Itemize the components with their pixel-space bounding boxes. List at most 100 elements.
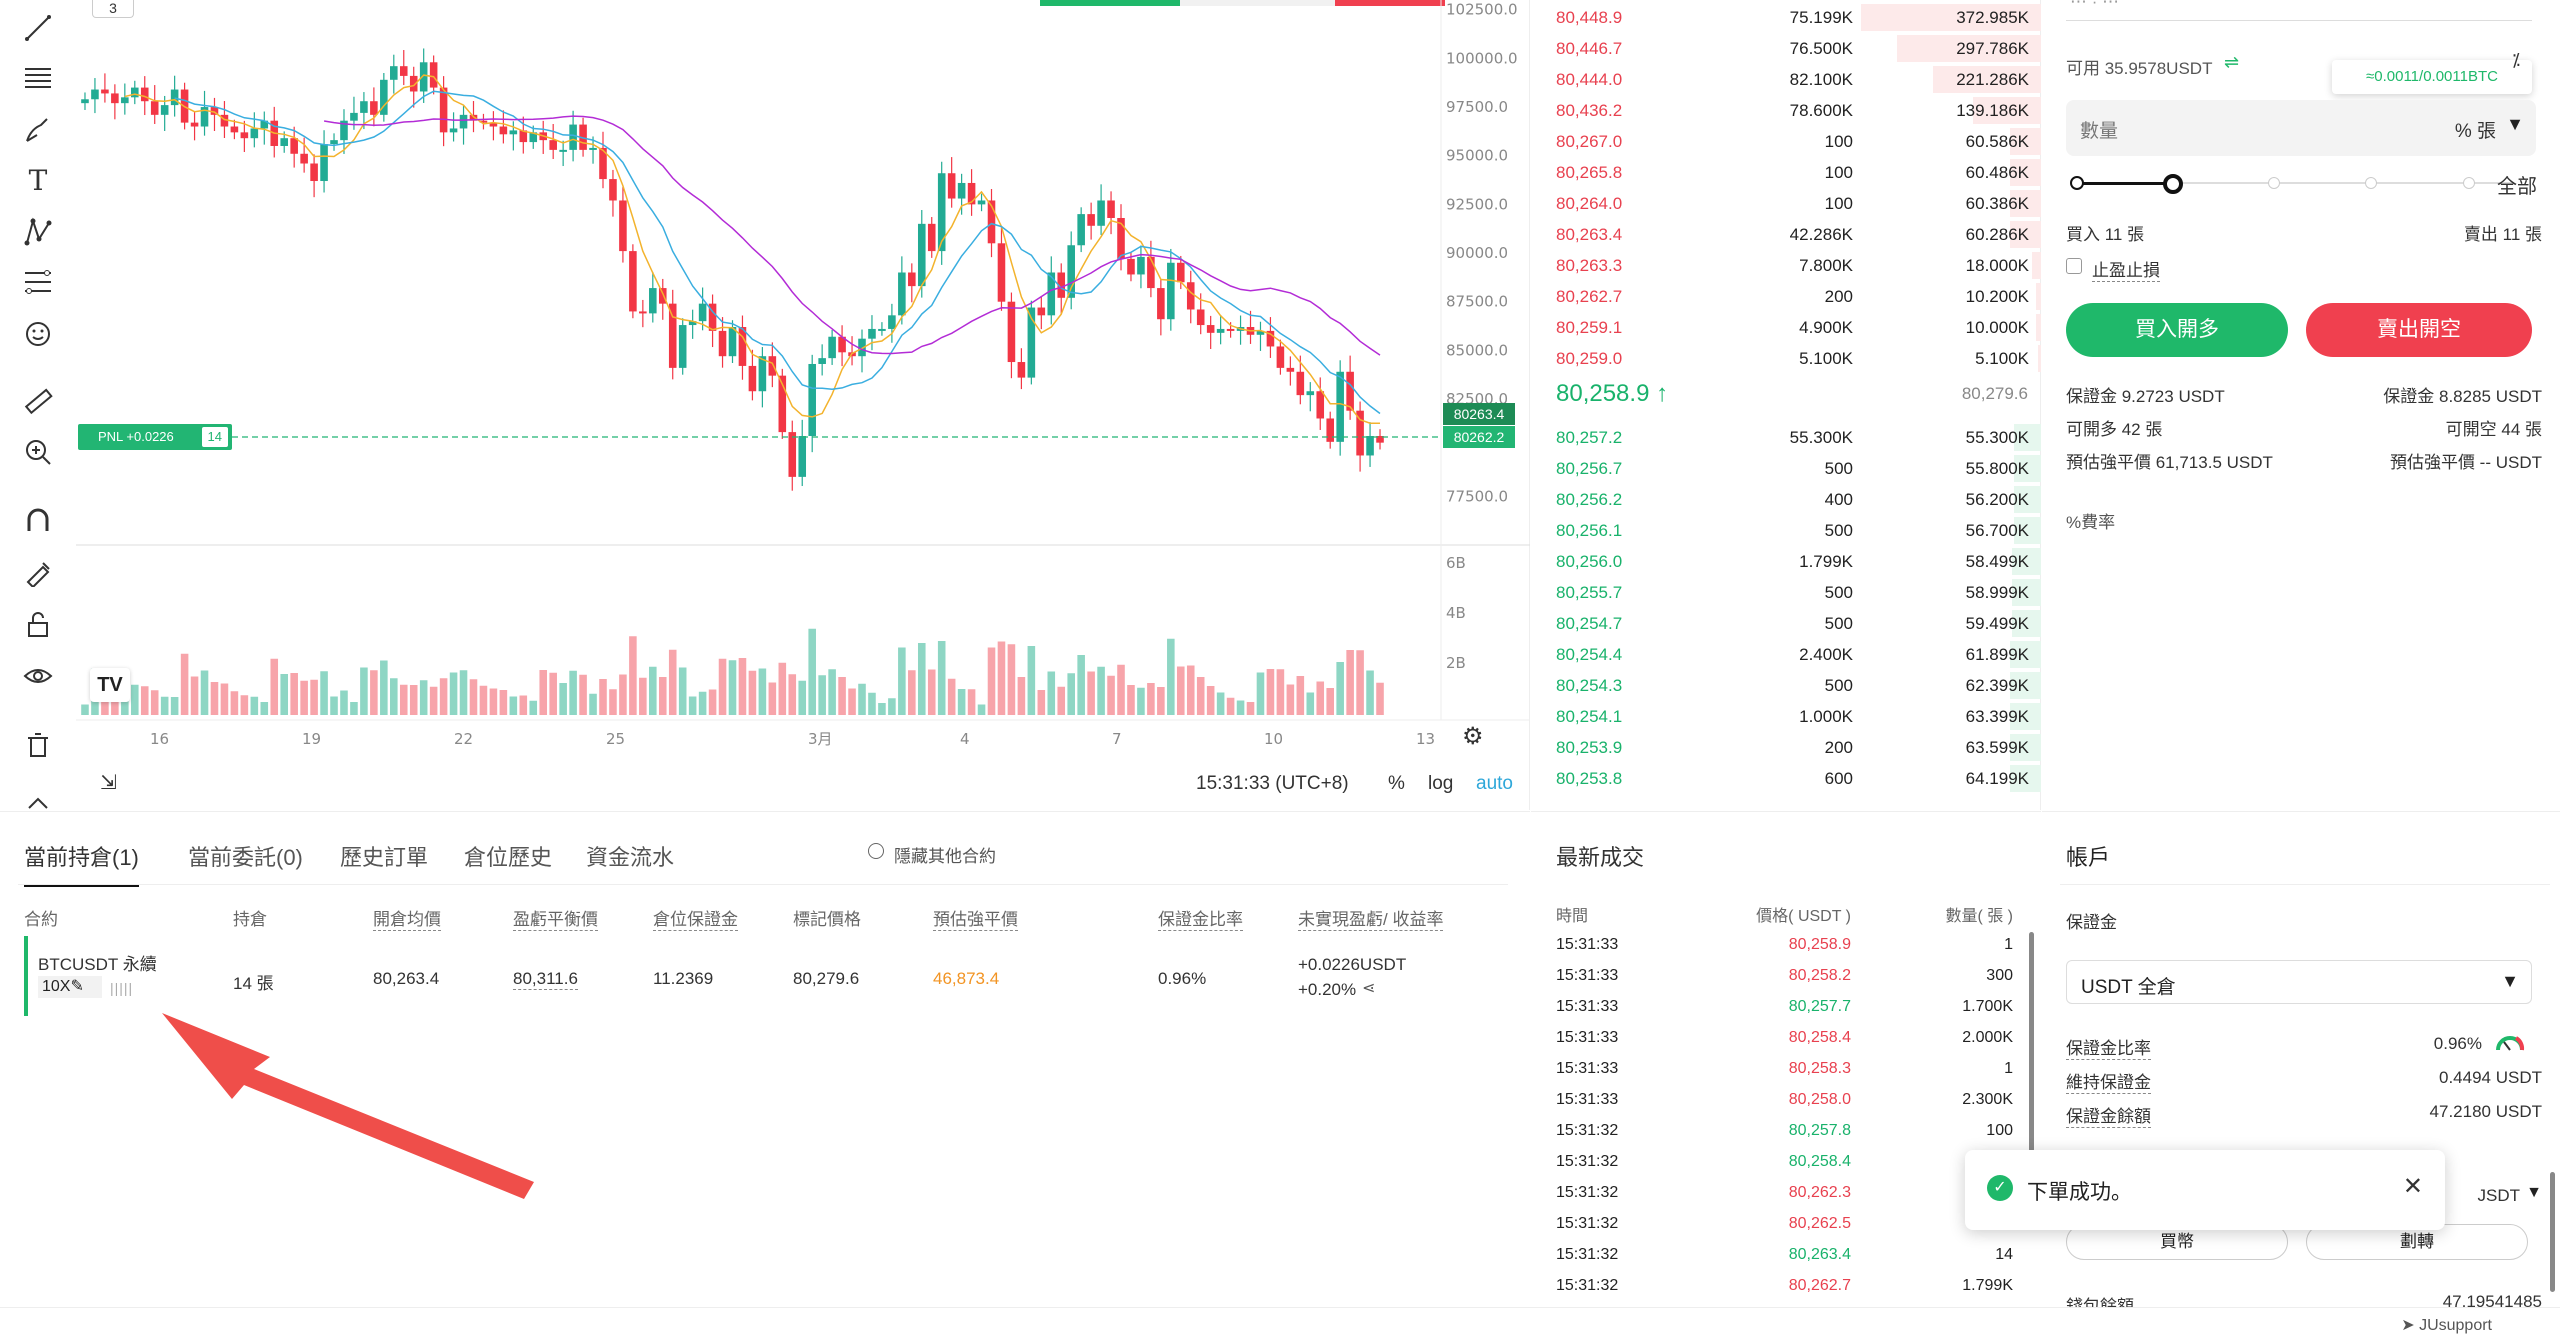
- tab-open-orders[interactable]: 當前委託(0): [188, 845, 303, 870]
- volume-bar: [708, 689, 717, 715]
- volume-bar: [140, 686, 149, 715]
- trades-scrollbar[interactable]: [2029, 932, 2034, 1152]
- close-icon[interactable]: ✕: [2402, 1173, 2423, 1200]
- orderbook-row[interactable]: 80,256.0 1.799K 58.499K: [1531, 546, 2041, 577]
- swap-icon[interactable]: ⇌: [2224, 52, 2240, 72]
- orderbook-row[interactable]: 80,254.3 500 62.399K: [1531, 670, 2041, 701]
- volume-tick-label: 4B: [1446, 604, 1466, 622]
- ruler-icon[interactable]: [18, 382, 58, 422]
- unlock-icon[interactable]: [18, 604, 58, 644]
- orderbook-row[interactable]: 80,256.2 400 56.200K: [1531, 484, 2041, 515]
- candlestick-chart[interactable]: 102500.0 100000.0 97500.0 95000.0 92500.0 900…: [76, 0, 1530, 760]
- orderbook-row[interactable]: 80,265.8 100 60.486K: [1531, 157, 2041, 188]
- orderbook-row[interactable]: 80,259.1 4.900K 10.000K: [1531, 312, 2041, 343]
- account-scrollbar[interactable]: [2550, 1172, 2555, 1292]
- zoom-in-icon[interactable]: [18, 432, 58, 472]
- orderbook-row[interactable]: 80,253.8 600 64.199K: [1531, 763, 2041, 794]
- orderbook-row[interactable]: 80,446.7 76.500K 297.786K: [1531, 33, 2041, 64]
- orderbook-row[interactable]: 80,253.9 200 63.599K: [1531, 732, 2041, 763]
- text-icon[interactable]: T: [28, 163, 48, 197]
- log-toggle[interactable]: log: [1428, 773, 1454, 794]
- sell-short-button[interactable]: 賣出開空: [2306, 303, 2532, 357]
- horizontal-lines-icon[interactable]: [18, 58, 58, 98]
- share-icon[interactable]: ⋖: [1362, 980, 1376, 997]
- orderbook-row[interactable]: 80,263.4 42.286K 60.286K: [1531, 219, 2041, 250]
- pattern-icon[interactable]: [18, 212, 58, 252]
- magnet-icon[interactable]: [18, 500, 58, 540]
- chevron-down-icon[interactable]: ▼: [2506, 114, 2524, 134]
- emoji-icon[interactable]: [18, 314, 58, 354]
- orderbook-row[interactable]: 80,444.0 82.100K 221.286K: [1531, 64, 2041, 95]
- percent-toggle[interactable]: %: [1388, 773, 1405, 794]
- lock-drawing-icon[interactable]: [18, 552, 58, 592]
- auto-toggle[interactable]: auto: [1476, 773, 1513, 794]
- orderbook-row[interactable]: 80,448.9 75.199K 372.985K: [1531, 2, 2041, 33]
- orderbook-row[interactable]: 80,257.2 55.300K 55.300K: [1531, 422, 2041, 453]
- orderbook-row[interactable]: 80,259.0 5.100K 5.100K: [1531, 343, 2041, 374]
- orderbook-row[interactable]: 80,263.3 7.800K 18.000K: [1531, 250, 2041, 281]
- slider-dot-100[interactable]: [2463, 177, 2475, 189]
- slider-dot-50[interactable]: [2268, 177, 2280, 189]
- tpsl-label[interactable]: 止盈止損: [2092, 256, 2160, 282]
- slider-dot-75[interactable]: [2365, 177, 2377, 189]
- orderbook-row[interactable]: 80,256.1 500 56.700K: [1531, 515, 2041, 546]
- tradingview-logo[interactable]: TV: [90, 668, 130, 702]
- orderbook-row[interactable]: 80,436.2 78.600K 139.186K: [1531, 95, 2041, 126]
- candle-body: [668, 303, 677, 368]
- chart-time: 15:31:33 (UTC+8): [1196, 773, 1349, 794]
- tpsl-checkbox[interactable]: [2066, 258, 2082, 274]
- support-label: JUsupport: [2419, 1317, 2492, 1334]
- eraser-icon[interactable]: [18, 786, 58, 810]
- volume-bar: [569, 670, 577, 715]
- trash-icon[interactable]: [18, 724, 58, 764]
- position-symbol[interactable]: BTCUSDT 永續: [38, 955, 157, 974]
- volume-bar: [629, 636, 637, 715]
- quantity-input[interactable]: 數量 % 張 ▼: [2066, 100, 2536, 156]
- candle-body: [698, 303, 707, 322]
- all-label[interactable]: 全部: [2497, 176, 2537, 198]
- leverage-badge[interactable]: 10X✎: [38, 976, 102, 998]
- edit-pencil-icon[interactable]: ✎: [70, 978, 84, 995]
- settings-gear-icon[interactable]: ⚙: [1462, 723, 1484, 750]
- sell-ratio-bar: [1335, 0, 1445, 6]
- orderbook-row[interactable]: 80,264.0 100 60.386K: [1531, 188, 2041, 219]
- orderbook-row[interactable]: 80,254.4 2.400K 61.899K: [1531, 639, 2041, 670]
- volume-bar: [649, 666, 657, 715]
- top-partial: ⋯ · ⋯: [2070, 0, 2120, 11]
- volume-bar: [320, 671, 328, 715]
- trendline-icon[interactable]: [18, 8, 58, 48]
- support-link[interactable]: ➤ JUsupport: [2401, 1315, 2492, 1335]
- tab-fund-flow[interactable]: 資金流水: [586, 845, 675, 870]
- hide-other-label[interactable]: 隱藏其他合約: [894, 847, 996, 866]
- orderbook-row[interactable]: 80,262.7 200 10.200K: [1531, 281, 2041, 312]
- orderbook-row[interactable]: 80,254.7 500 59.499K: [1531, 608, 2041, 639]
- tab-positions[interactable]: 當前持倉(1): [24, 840, 139, 887]
- brush-icon[interactable]: [18, 110, 58, 150]
- volume-bar: [927, 669, 936, 715]
- margin-mode-select[interactable]: USDT 全倉 ▼: [2066, 960, 2532, 1004]
- maint-label: 維持保證金: [2066, 1068, 2151, 1094]
- fee-rate-link[interactable]: %費率: [2066, 508, 2115, 533]
- tab-order-history[interactable]: 歷史訂單: [340, 845, 429, 870]
- buy-long-button[interactable]: 買入開多: [2066, 303, 2288, 357]
- tab-position-history[interactable]: 倉位歷史: [464, 845, 553, 870]
- percent-slash-icon[interactable]: ⁒: [2512, 50, 2521, 70]
- fib-icon[interactable]: [18, 262, 58, 302]
- quantity-slider[interactable]: [2070, 172, 2514, 194]
- eye-icon[interactable]: [18, 656, 58, 696]
- interval-badge[interactable]: 3: [92, 0, 134, 18]
- calendar-goto-icon[interactable]: ⇲: [100, 772, 117, 794]
- depth-bar: [1897, 35, 2041, 62]
- hide-other-radio[interactable]: [868, 843, 884, 859]
- account-title: 帳戶: [2066, 845, 2111, 870]
- orderbook-row[interactable]: 80,267.0 100 60.586K: [1531, 126, 2041, 157]
- orderbook-row[interactable]: 80,255.7 500 58.999K: [1531, 577, 2041, 608]
- slider-handle[interactable]: [2163, 174, 2183, 194]
- orderbook-row[interactable]: 80,254.1 1.000K 63.399K: [1531, 701, 2041, 732]
- unit-selector[interactable]: % 張: [2454, 121, 2496, 142]
- orderbook-row[interactable]: 80,256.7 500 55.800K: [1531, 453, 2041, 484]
- volume-bar: [260, 702, 269, 715]
- candle-body: [569, 124, 577, 150]
- pnl-badge[interactable]: PNL +0.0226 14: [78, 424, 232, 450]
- volume-bar: [668, 649, 677, 715]
